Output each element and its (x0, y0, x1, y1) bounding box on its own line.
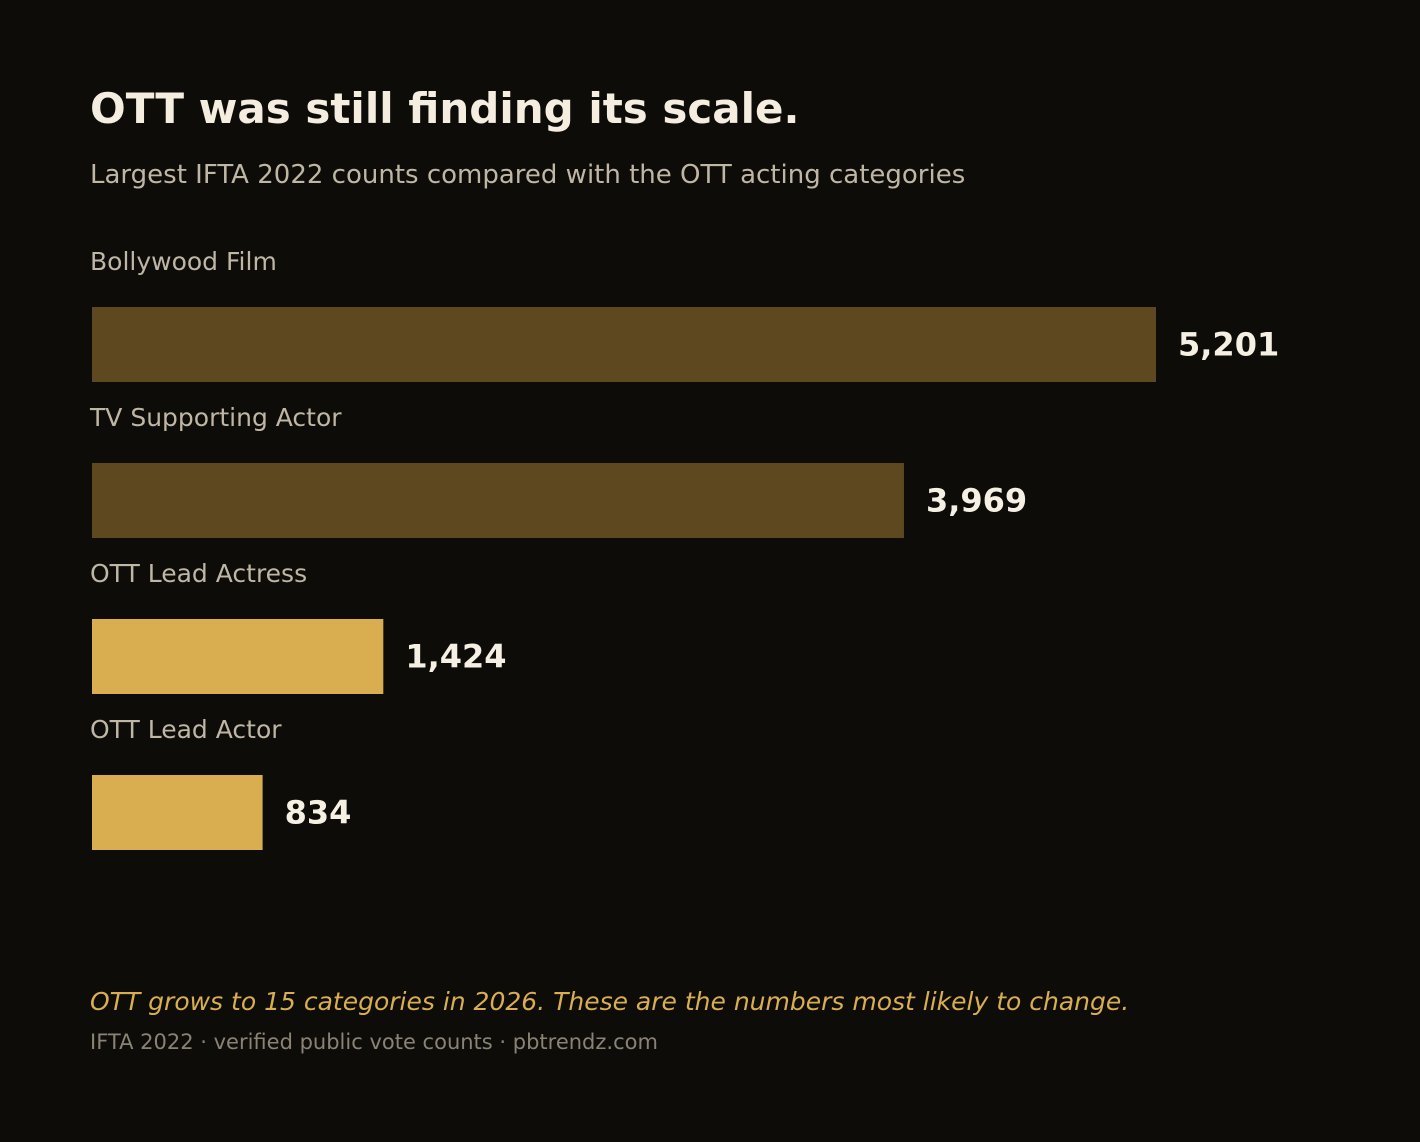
chart-subtitle: Largest IFTA 2022 counts compared with t… (90, 160, 966, 190)
bar-ott-lead-actress (92, 619, 384, 694)
chart-title: OTT was still finding its scale. (90, 84, 800, 133)
bar-bollywood-film (92, 307, 1156, 382)
value-label-tv-supporting-actor: 3,969 (926, 482, 1027, 520)
category-label-ott-lead-actor: OTT Lead Actor (90, 715, 282, 744)
category-label-bollywood-film: Bollywood Film (90, 247, 277, 276)
bar-tv-supporting-actor (92, 463, 904, 538)
source-line: IFTA 2022 · verified public vote counts … (90, 1030, 658, 1054)
category-label-ott-lead-actress: OTT Lead Actress (90, 559, 307, 588)
bar-ott-lead-actor (92, 775, 263, 850)
bar-chart: Bollywood Film 5,201 TV Supporting Actor 3,… (89, 247, 1279, 850)
category-label-tv-supporting-actor: TV Supporting Actor (89, 403, 342, 432)
value-label-bollywood-film: 5,201 (1178, 326, 1279, 364)
value-label-ott-lead-actress: 1,424 (405, 638, 506, 676)
footnote: OTT grows to 15 categories in 2026. Thes… (90, 987, 1130, 1016)
value-label-ott-lead-actor: 834 (285, 794, 352, 832)
